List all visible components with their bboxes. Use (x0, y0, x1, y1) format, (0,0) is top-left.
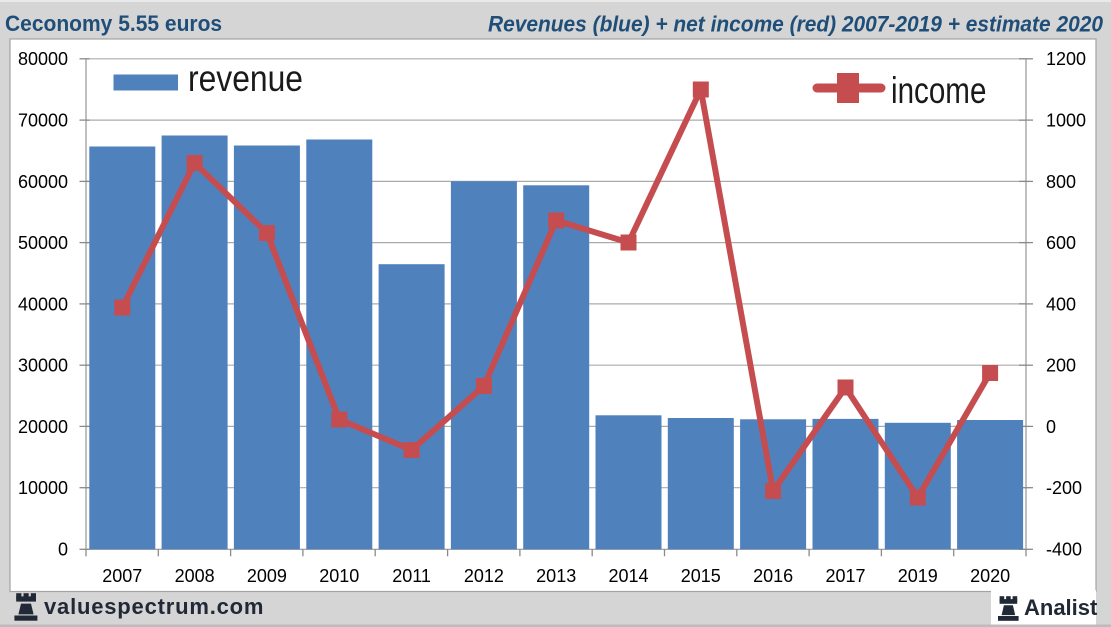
svg-text:50000: 50000 (18, 233, 68, 253)
svg-text:400: 400 (1046, 294, 1076, 314)
svg-text:2019: 2019 (898, 566, 938, 586)
svg-text:Ceconomy 5.55 euros: Ceconomy 5.55 euros (5, 12, 222, 37)
svg-text:70000: 70000 (18, 111, 68, 131)
svg-text:0: 0 (58, 539, 68, 559)
svg-text:1000: 1000 (1046, 111, 1086, 131)
svg-text:800: 800 (1046, 172, 1076, 192)
svg-text:2015: 2015 (681, 566, 721, 586)
svg-text:2011: 2011 (392, 566, 431, 586)
svg-text:revenue: revenue (188, 59, 303, 100)
svg-text:-400: -400 (1046, 539, 1082, 559)
svg-text:2014: 2014 (608, 566, 648, 586)
svg-text:200: 200 (1046, 356, 1076, 376)
svg-text:2010: 2010 (319, 566, 359, 586)
svg-text:2012: 2012 (464, 566, 504, 586)
svg-text:60000: 60000 (18, 172, 68, 192)
svg-text:2007: 2007 (102, 566, 142, 586)
svg-text:valuespectrum.com: valuespectrum.com (44, 594, 264, 619)
svg-text:2020: 2020 (970, 566, 1010, 586)
svg-text:2016: 2016 (753, 566, 793, 586)
svg-text:40000: 40000 (18, 294, 68, 314)
svg-text:2013: 2013 (536, 566, 576, 586)
svg-text:2017: 2017 (825, 566, 865, 586)
svg-text:20000: 20000 (18, 417, 68, 437)
svg-text:2008: 2008 (175, 566, 215, 586)
svg-text:1200: 1200 (1046, 49, 1086, 69)
svg-text:10000: 10000 (18, 478, 68, 498)
svg-text:-200: -200 (1046, 478, 1082, 498)
svg-text:0: 0 (1046, 417, 1056, 437)
svg-text:30000: 30000 (18, 356, 68, 376)
svg-text:income: income (891, 71, 986, 112)
svg-text:Revenues (blue) + net income (: Revenues (blue) + net income (red) 2007-… (488, 11, 1103, 37)
svg-text:2009: 2009 (247, 566, 287, 586)
svg-text:Analist: Analist (1024, 595, 1098, 620)
svg-text:80000: 80000 (18, 49, 68, 69)
svg-text:600: 600 (1046, 233, 1076, 253)
